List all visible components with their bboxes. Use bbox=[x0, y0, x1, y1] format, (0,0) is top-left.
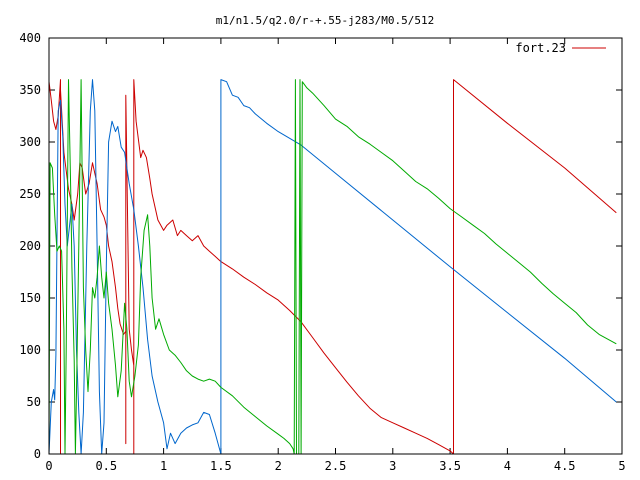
x-tick-label: 0 bbox=[45, 459, 52, 473]
x-tick-label: 1.5 bbox=[210, 459, 232, 473]
x-tick-label: 1 bbox=[160, 459, 167, 473]
y-tick-label: 200 bbox=[19, 239, 41, 253]
x-tick-label: 4 bbox=[504, 459, 511, 473]
series-layer bbox=[48, 79, 617, 455]
x-tick-label: 5 bbox=[618, 459, 625, 473]
y-tick-label: 150 bbox=[19, 291, 41, 305]
chart-title: m1/n1.5/q2.0/r-+.55-j283/M0.5/512 bbox=[216, 14, 435, 27]
x-tick-label: 3 bbox=[389, 459, 396, 473]
x-tick-label: 2.5 bbox=[325, 459, 347, 473]
y-tick-label: 100 bbox=[19, 343, 41, 357]
legend: fort.23 bbox=[515, 41, 606, 55]
x-tick-label: 0.5 bbox=[95, 459, 117, 473]
y-tick-label: 350 bbox=[19, 83, 41, 97]
axis-ticks: 0 0.5 1 1.5 2 2.5 3 3.5 4 4.5 50501001502002503003… bbox=[19, 31, 625, 473]
y-tick-label: 50 bbox=[27, 395, 41, 409]
x-tick-label: 4.5 bbox=[554, 459, 576, 473]
y-tick-label: 250 bbox=[19, 187, 41, 201]
x-tick-label: 3.5 bbox=[439, 459, 461, 473]
x-tick-label: 2 bbox=[275, 459, 282, 473]
series-line-1 bbox=[48, 79, 617, 455]
y-tick-label: 0 bbox=[34, 447, 41, 461]
series-line-3 bbox=[48, 79, 617, 455]
series-line-2 bbox=[48, 79, 617, 455]
legend-label: fort.23 bbox=[515, 41, 566, 55]
plot-frame bbox=[48, 37, 623, 455]
y-tick-label: 400 bbox=[19, 31, 41, 45]
y-tick-label: 300 bbox=[19, 135, 41, 149]
